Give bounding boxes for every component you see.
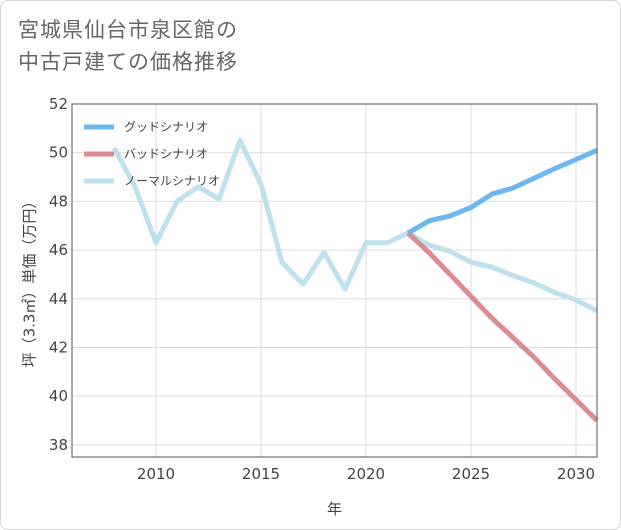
legend-label-2: ノーマルシナリオ <box>124 174 220 188</box>
ticks: 2010 2015 2020 2025 2030 38 40 42 44 46 48 50 52 <box>49 95 595 483</box>
x-tick-label: 2015 <box>242 465 280 483</box>
y-tick-label: 42 <box>49 338 68 356</box>
legend-label-0: グッドシナリオ <box>124 120 208 134</box>
x-axis-label: 年 <box>327 500 342 518</box>
plot-border <box>71 103 598 458</box>
chart-title-line-1: 宮城県仙台市泉区館の <box>18 18 238 42</box>
y-tick-label: 44 <box>49 290 68 308</box>
y-tick-label: 40 <box>49 387 68 405</box>
chart-title-line-2: 中古戸建ての価格推移 <box>18 50 238 74</box>
x-tick-label: 2025 <box>452 465 490 483</box>
y-tick-label: 38 <box>49 436 68 454</box>
series-line-1 <box>406 231 599 423</box>
chart-title: 宮城県仙台市泉区館の 中古戸建ての価格推移 <box>18 14 578 78</box>
y-tick-label: 46 <box>49 241 68 259</box>
x-tick-label: 2030 <box>557 465 595 483</box>
x-tick-label: 2010 <box>137 465 175 483</box>
x-tick-label: 2020 <box>347 465 385 483</box>
legend-label-1: バッドシナリオ <box>124 147 208 161</box>
y-tick-label: 50 <box>49 144 68 162</box>
series-line-0 <box>406 147 599 236</box>
series-line-2 <box>111 138 599 314</box>
y-axis-label: 坪（3.3㎡）単価（万円） <box>21 194 39 368</box>
y-tick-label: 48 <box>49 192 68 210</box>
y-tick-label: 52 <box>49 95 68 113</box>
series-lines <box>111 138 599 423</box>
